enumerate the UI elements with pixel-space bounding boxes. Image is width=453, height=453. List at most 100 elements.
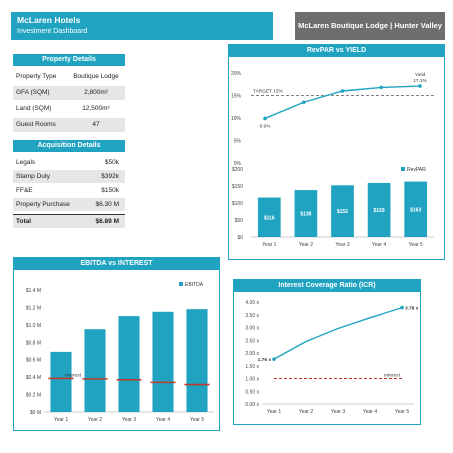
acquisition-row: Legals $50k — [13, 156, 125, 169]
ebitda-xtick-label: Year 1 — [54, 417, 68, 423]
icr-ytick-label: 1.50 x — [245, 364, 259, 370]
ebitda-ytick-label: $0.8 M — [26, 340, 41, 346]
property-detail-row: GFA (SQM) 2,800m² — [13, 86, 125, 100]
revpar-ytick-label: $100 — [232, 201, 243, 207]
property-detail-label: Property Type — [16, 73, 57, 80]
revpar-bar-value: $159 — [374, 208, 385, 214]
yield-target-label: TARGET 15% — [253, 89, 284, 95]
acquisition-label: Legals — [16, 159, 36, 166]
icr-xtick-label: Year 3 — [331, 409, 345, 415]
ebitda-legend-swatch — [179, 282, 183, 286]
property-name-banner: McLaren Boutique Lodge | Hunter Valley — [295, 12, 445, 40]
revpar-ytick-label: $0 — [237, 235, 243, 241]
yield-ytick-label: 5% — [234, 139, 242, 145]
ebitda-interest-panel: EBITDA vs INTEREST $0 M $0.2 M $0.4 M $0.6 … — [13, 257, 220, 431]
ebitda-ytick-label: $0.4 M — [26, 375, 41, 381]
acquisition-label: FF&E — [16, 187, 33, 194]
revpar-bar — [257, 197, 281, 237]
revpar-ytick-label: $200 — [232, 167, 243, 173]
acquisition-details-title: Acquisition Details — [13, 140, 125, 152]
property-details-title: Property Details — [13, 54, 125, 66]
icr-line-chart: 0.00 x 0.50 x 1.00 x 1.50 x 2.00 x 2.50 x 3.00… — [245, 300, 419, 415]
revpar-xtick-label: Year 1 — [262, 242, 276, 248]
icr-ytick-label: 2.00 x — [245, 351, 259, 357]
icr-title: Interest Coverage Ratio (ICR) — [234, 280, 420, 292]
yield-last-label: 17.1% — [413, 78, 427, 84]
acquisition-row: FF&E $150k — [13, 184, 125, 197]
revpar-bar — [367, 182, 391, 237]
yield-first-label: 9.9% — [260, 123, 272, 129]
revpar-bar-value: $138 — [300, 212, 311, 218]
property-detail-row: Guest Rooms 47 — [13, 118, 125, 132]
yield-point — [379, 85, 384, 90]
yield-series-name: Yield — [415, 72, 426, 78]
icr-ytick-label: 3.00 x — [245, 326, 259, 332]
acquisition-value: $6.30 M — [95, 201, 120, 208]
acquisition-label: Property Purchase — [16, 201, 70, 208]
ebitda-legend-label: EBITDA — [185, 282, 204, 288]
revpar-ytick-label: $150 — [232, 184, 243, 190]
ebitda-xtick-label: Year 4 — [156, 417, 170, 423]
yield-point — [418, 84, 422, 88]
ebitda-bar — [50, 351, 72, 412]
revpar-bar-value: $163 — [410, 207, 421, 213]
revpar-bar-value: $152 — [337, 209, 348, 215]
property-details-panel: Property Details Property Type Boutique L… — [13, 54, 125, 132]
revpar-yield-title: RevPAR vs YIELD — [229, 45, 444, 57]
icr-interest-label: Interest — [384, 373, 401, 379]
acquisition-label: Stamp Duty — [16, 173, 50, 180]
property-detail-label: GFA (SQM) — [16, 89, 50, 96]
property-detail-label: Land (SQM) — [16, 105, 52, 112]
revpar-xtick-label: Year 5 — [409, 242, 423, 248]
ebitda-xtick-label: Year 3 — [122, 417, 136, 423]
app-title: McLaren Hotels — [17, 15, 81, 25]
revpar-legend-label: RevPAR — [407, 167, 426, 173]
property-detail-row: Land (SQM) 12,500m² — [13, 102, 125, 116]
ebitda-ytick-label: $1.4 M — [26, 288, 41, 294]
ebitda-bar — [152, 311, 174, 412]
revpar-xtick-label: Year 3 — [335, 242, 349, 248]
yield-ytick-label: 20% — [231, 71, 242, 77]
acquisition-total-value: $6.89 M — [95, 218, 120, 225]
property-detail-value: 12,500m² — [82, 105, 110, 112]
revpar-xtick-label: Year 4 — [372, 242, 386, 248]
ebitda-ytick-label: $1.2 M — [26, 305, 41, 311]
yield-point — [263, 116, 267, 121]
revpar-bar — [294, 190, 318, 237]
header-banner: McLaren Hotels Investment Dashboard — [11, 12, 273, 40]
ebitda-interest-label: Interest — [65, 372, 82, 378]
ebitda-xtick-label: Year 2 — [88, 417, 102, 423]
icr-ytick-label: 0.50 x — [245, 389, 259, 395]
icr-xtick-label: Year 4 — [363, 409, 377, 415]
ebitda-ytick-label: $0.2 M — [26, 393, 41, 399]
ebitda-ytick-label: $0.6 M — [26, 358, 41, 364]
revpar-legend-swatch — [401, 167, 405, 171]
ebitda-bar — [118, 316, 140, 412]
yield-point — [301, 100, 306, 105]
revpar-yield-panel: RevPAR vs YIELD 0% 5% 10% 15% 20% TARGET 15% 9… — [228, 44, 445, 260]
property-detail-value: Boutique Lodge — [73, 73, 119, 80]
icr-point — [272, 357, 276, 361]
ebitda-bar-chart: $0 M $0.2 M $0.4 M $0.6 M $0.8 M $1.0 M $1.2 M… — [26, 282, 214, 423]
ebitda-bar — [84, 329, 106, 412]
property-name: McLaren Boutique Lodge | Hunter Valley — [298, 21, 442, 30]
acquisition-row: Stamp Duty $392k — [13, 170, 125, 183]
revpar-bar — [404, 181, 428, 237]
icr-last-label: 3.78 x — [405, 306, 419, 312]
app-subtitle: Investment Dashboard — [17, 28, 88, 35]
icr-first-label: 1.76 x — [258, 357, 272, 363]
icr-xtick-label: Year 5 — [395, 409, 409, 415]
acquisition-value: $150k — [101, 187, 119, 194]
ebitda-interest-title: EBITDA vs INTEREST — [14, 258, 219, 270]
revpar-bar-value: $116 — [264, 215, 275, 221]
ebitda-xtick-label: Year 5 — [190, 417, 204, 423]
yield-point — [340, 89, 345, 93]
icr-series-line — [273, 306, 403, 360]
revpar-xtick-label: Year 2 — [299, 242, 313, 248]
icr-ytick-label: 4.00 x — [245, 300, 259, 306]
acquisition-details-panel: Acquisition Details Legals $50k Stamp Duty… — [13, 140, 125, 232]
property-detail-label: Guest Rooms — [16, 121, 56, 128]
acquisition-row: Property Purchase $6.30 M — [13, 198, 125, 211]
property-detail-value: 47 — [92, 121, 100, 128]
